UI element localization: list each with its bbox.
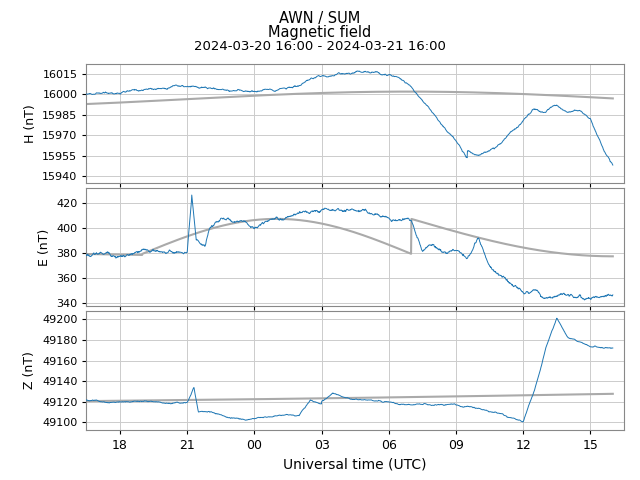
Y-axis label: E (nT): E (nT) — [38, 228, 51, 265]
Text: AWN / SUM: AWN / SUM — [280, 11, 360, 25]
Y-axis label: H (nT): H (nT) — [24, 104, 36, 143]
Text: 2024-03-20 16:00 - 2024-03-21 16:00: 2024-03-20 16:00 - 2024-03-21 16:00 — [194, 40, 446, 53]
X-axis label: Universal time (UTC): Universal time (UTC) — [284, 457, 427, 471]
Text: Magnetic field: Magnetic field — [268, 25, 372, 40]
Y-axis label: Z (nT): Z (nT) — [24, 351, 36, 389]
